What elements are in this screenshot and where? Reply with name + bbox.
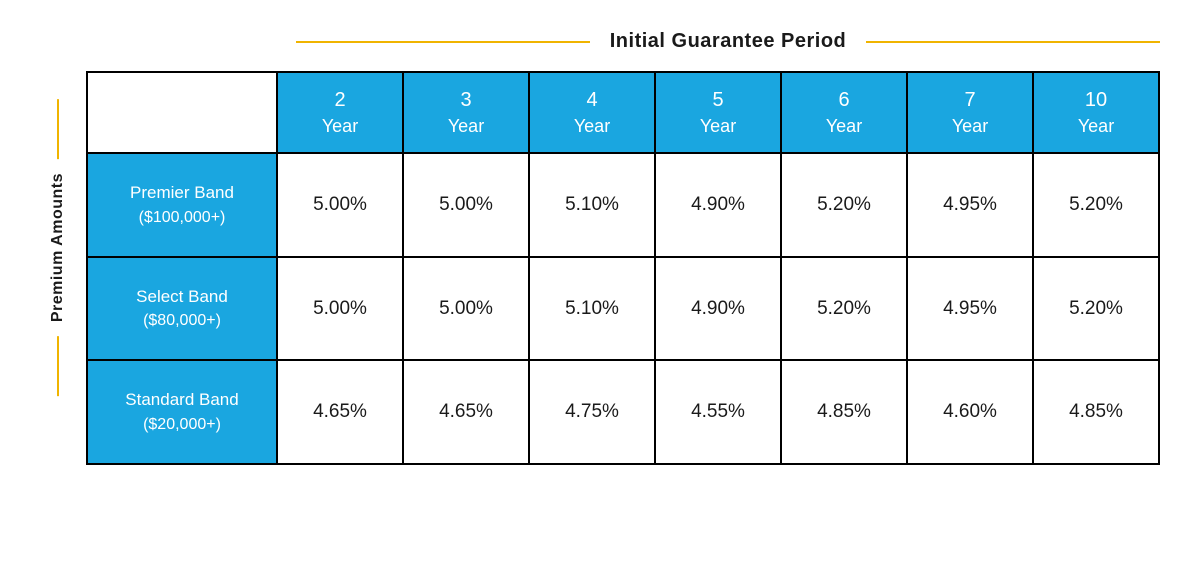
- col-num: 7: [916, 87, 1024, 114]
- col-num: 2: [286, 87, 394, 114]
- cell: 5.00%: [403, 257, 529, 361]
- cell: 4.60%: [907, 360, 1033, 464]
- cell: 5.20%: [781, 153, 907, 257]
- col-head: 2Year: [277, 72, 403, 153]
- col-unit: Year: [322, 116, 358, 136]
- cell: 4.65%: [277, 360, 403, 464]
- cell: 5.00%: [277, 257, 403, 361]
- accent-rule-vertical: [57, 99, 59, 159]
- cell: 4.75%: [529, 360, 655, 464]
- cell: 4.65%: [403, 360, 529, 464]
- col-head: 6Year: [781, 72, 907, 153]
- top-axis-text: Initial Guarantee Period: [610, 30, 847, 53]
- cell: 4.90%: [655, 153, 781, 257]
- row-sub: ($20,000+): [98, 413, 266, 437]
- corner-cell: [87, 72, 277, 153]
- cell: 5.00%: [277, 153, 403, 257]
- row-sub: ($80,000+): [98, 309, 266, 333]
- row-name: Standard Band: [125, 390, 238, 409]
- left-axis-text: Premium Amounts: [49, 173, 67, 322]
- main-area: Initial Guarantee Period 2Year 3Year 4Ye…: [86, 30, 1160, 465]
- cell: 5.20%: [1033, 153, 1159, 257]
- accent-rule-horizontal: [866, 41, 1160, 43]
- cell: 4.95%: [907, 257, 1033, 361]
- table-row: Select Band($80,000+) 5.00% 5.00% 5.10% …: [87, 257, 1159, 361]
- col-head: 10Year: [1033, 72, 1159, 153]
- col-head: 7Year: [907, 72, 1033, 153]
- col-num: 6: [790, 87, 898, 114]
- col-unit: Year: [826, 116, 862, 136]
- accent-rule-horizontal: [296, 41, 590, 43]
- col-head: 4Year: [529, 72, 655, 153]
- cell: 5.10%: [529, 257, 655, 361]
- col-num: 10: [1042, 87, 1150, 114]
- col-unit: Year: [574, 116, 610, 136]
- table-row: Standard Band ($20,000+) 4.65% 4.65% 4.75…: [87, 360, 1159, 464]
- cell: 5.20%: [781, 257, 907, 361]
- cell: 4.85%: [781, 360, 907, 464]
- row-head: Premier Band ($100,000+): [87, 153, 277, 257]
- col-head: 5Year: [655, 72, 781, 153]
- cell: 4.90%: [655, 257, 781, 361]
- accent-rule-vertical: [57, 336, 59, 396]
- cell: 4.95%: [907, 153, 1033, 257]
- cell: 5.20%: [1033, 257, 1159, 361]
- row-head: Select Band ($80,000+): [87, 257, 277, 361]
- row-name: Select Band: [136, 287, 228, 306]
- col-unit: Year: [700, 116, 736, 136]
- col-num: 3: [412, 87, 520, 114]
- cell: 4.85%: [1033, 360, 1159, 464]
- col-unit: Year: [448, 116, 484, 136]
- cell: 5.10%: [529, 153, 655, 257]
- cell: 5.00%: [403, 153, 529, 257]
- cell: 4.55%: [655, 360, 781, 464]
- left-axis-label: Premium Amounts: [49, 99, 67, 396]
- table-row: Premier Band ($100,000+) 5.00% 5.00% 5.10…: [87, 153, 1159, 257]
- col-unit: Year: [952, 116, 988, 136]
- row-head: Standard Band ($20,000+): [87, 360, 277, 464]
- header-row: 2Year 3Year 4Year 5Year 6Year 7Year 10Ye…: [87, 72, 1159, 153]
- col-unit: Year: [1078, 116, 1114, 136]
- row-name: Premier Band: [130, 183, 234, 202]
- top-axis-label: Initial Guarantee Period: [86, 30, 1160, 53]
- col-num: 5: [664, 87, 772, 114]
- row-sub: ($100,000+): [98, 206, 266, 230]
- rate-table: 2Year 3Year 4Year 5Year 6Year 7Year 10Ye…: [86, 71, 1160, 465]
- rate-table-figure: Premium Amounts Initial Guarantee Period…: [40, 30, 1160, 465]
- left-axis-label-wrap: Premium Amounts: [40, 30, 76, 465]
- col-num: 4: [538, 87, 646, 114]
- col-head: 3Year: [403, 72, 529, 153]
